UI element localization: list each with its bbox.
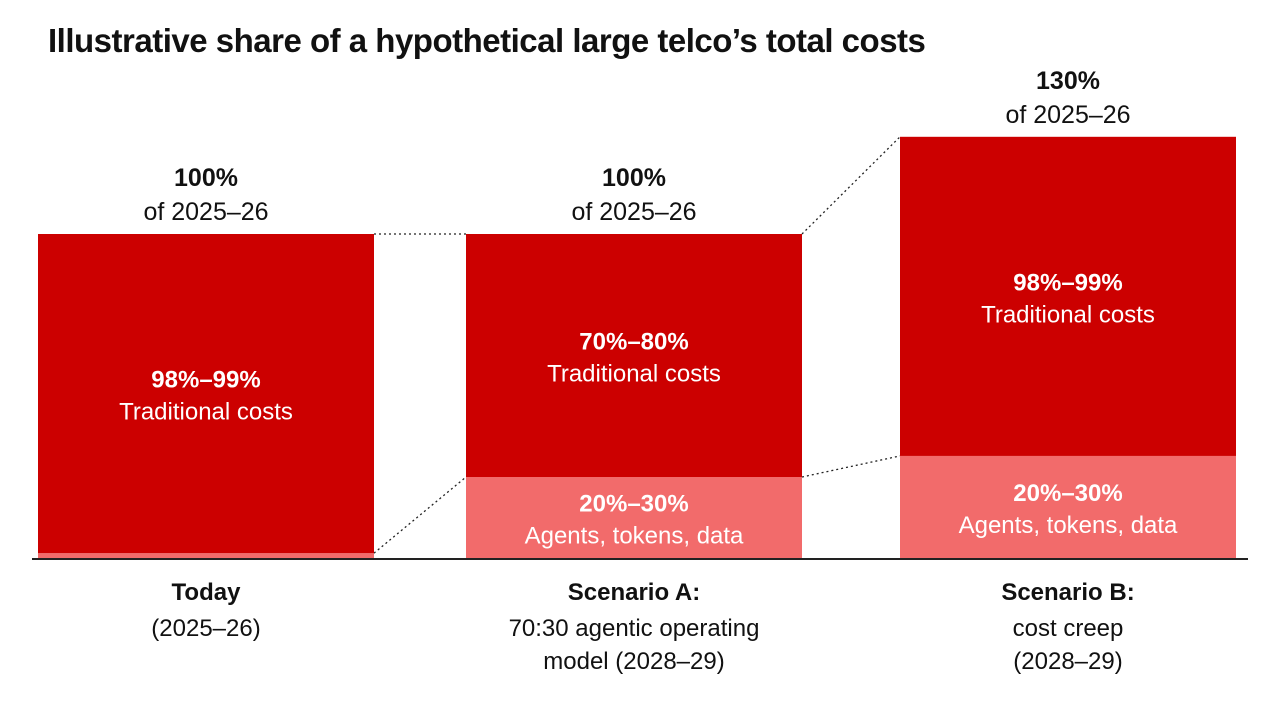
total-value-label: 100% <box>174 164 238 192</box>
bar-value-label: 98%–99% <box>151 367 260 394</box>
bar-segment <box>900 136 1236 456</box>
chart-title: Illustrative share of a hypothetical lar… <box>48 22 926 59</box>
bar-segment <box>38 553 374 558</box>
category-sublabel: (2028–29) <box>1013 648 1122 675</box>
bar-segment <box>466 477 802 558</box>
bar-series-label: Traditional costs <box>981 301 1155 328</box>
total-sublabel: of 2025–26 <box>1005 101 1130 129</box>
bar-segment <box>38 234 374 554</box>
bar-value-label: 70%–80% <box>579 329 688 356</box>
connector-line <box>373 476 467 554</box>
bar-segment <box>900 455 1236 558</box>
total-value-label: 100% <box>602 164 666 192</box>
connector-lines <box>373 136 901 554</box>
bar-value-label: 20%–30% <box>579 491 688 518</box>
bar-segment <box>466 234 802 477</box>
bar-series-label: Agents, tokens, data <box>525 523 744 550</box>
total-sublabel: of 2025–26 <box>143 198 268 226</box>
category-sublabel: 70:30 agentic operating <box>509 615 760 642</box>
connector-line <box>801 455 901 478</box>
category-sublabel: (2025–26) <box>151 615 260 642</box>
total-value-label: 130% <box>1036 67 1100 95</box>
category-sublabel: cost creep <box>1013 615 1124 642</box>
category-label: Scenario B: <box>1001 579 1134 606</box>
total-sublabel: of 2025–26 <box>571 198 696 226</box>
connector-line <box>801 136 901 235</box>
bar-series-label: Traditional costs <box>547 361 721 388</box>
bar-series-label: Agents, tokens, data <box>959 512 1178 539</box>
bars <box>38 136 1236 558</box>
category-label: Scenario A: <box>568 579 700 606</box>
bar-series-label: Traditional costs <box>119 399 293 426</box>
category-sublabel: model (2028–29) <box>543 648 724 675</box>
labels: 98%–99% Traditional costs 100% of 2025–26 To… <box>119 67 1178 675</box>
bar-value-label: 98%–99% <box>1013 269 1122 296</box>
category-label: Today <box>172 579 242 606</box>
bar-value-label: 20%–30% <box>1013 480 1122 507</box>
